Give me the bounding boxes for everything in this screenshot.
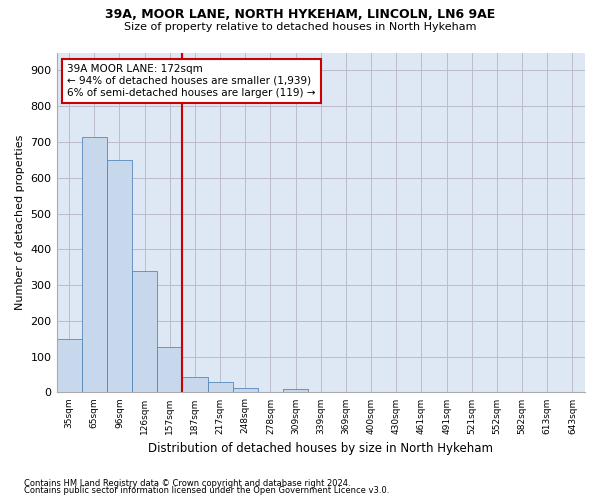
Bar (56, 339, 82, 392)
Text: 39A MOOR LANE: 172sqm
← 94% of detached houses are smaller (1,939)
6% of semi-de: 39A MOOR LANE: 172sqm ← 94% of detached … (67, 64, 316, 98)
Text: 39A, MOOR LANE, NORTH HYKEHAM, LINCOLN, LN6 9AE: 39A, MOOR LANE, NORTH HYKEHAM, LINCOLN, … (105, 8, 495, 20)
Y-axis label: Number of detached properties: Number of detached properties (15, 135, 25, 310)
Text: Contains HM Land Registry data © Crown copyright and database right 2024.: Contains HM Land Registry data © Crown c… (24, 478, 350, 488)
Bar (182, 378, 208, 392)
Text: Size of property relative to detached houses in North Hykeham: Size of property relative to detached ho… (124, 22, 476, 32)
Bar (283, 389, 308, 392)
Bar (208, 382, 233, 392)
Bar (107, 160, 132, 392)
Bar (82, 136, 107, 392)
X-axis label: Distribution of detached houses by size in North Hykeham: Distribution of detached houses by size … (148, 442, 493, 455)
Text: Contains public sector information licensed under the Open Government Licence v3: Contains public sector information licen… (24, 486, 389, 495)
Bar (132, 272, 157, 392)
Bar (233, 388, 258, 392)
Bar (157, 346, 182, 393)
